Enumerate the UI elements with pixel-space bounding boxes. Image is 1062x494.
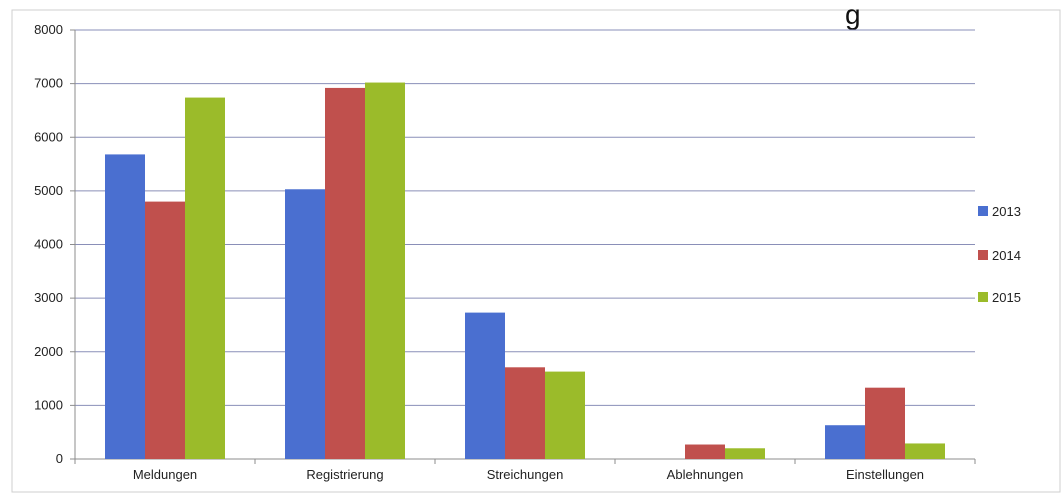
x-tick-label: Ablehnungen bbox=[667, 467, 744, 482]
y-axis-tick-labels: 0 1000 2000 3000 4000 5000 6000 7000 8000 bbox=[34, 22, 63, 466]
y-tick-label: 7000 bbox=[34, 76, 63, 91]
bar-2015-einstellungen bbox=[905, 443, 945, 459]
chart-title-fragment: g bbox=[845, 0, 861, 30]
legend-swatch-2015 bbox=[978, 292, 988, 302]
legend-label: 2015 bbox=[992, 290, 1021, 305]
y-tick-label: 3000 bbox=[34, 290, 63, 305]
bar-2014-registrierung bbox=[325, 87, 365, 459]
bar-2013-registrierung bbox=[285, 189, 325, 460]
bar-2014-einstellungen bbox=[865, 387, 905, 459]
bar-2013-meldungen bbox=[105, 154, 145, 459]
y-tick-label: 2000 bbox=[34, 344, 63, 359]
y-tick-label: 6000 bbox=[34, 129, 63, 144]
bar-2013-streichungen bbox=[465, 312, 505, 459]
y-tick-label: 8000 bbox=[34, 22, 63, 37]
bar-2014-streichungen bbox=[505, 367, 545, 459]
x-tick-label: Registrierung bbox=[306, 467, 383, 482]
legend-swatch-2013 bbox=[978, 206, 988, 216]
legend: 2013 2014 2015 bbox=[978, 204, 1021, 305]
x-axis-tick-labels: Meldungen Registrierung Streichungen Ablehn… bbox=[133, 467, 924, 482]
legend-label: 2014 bbox=[992, 248, 1021, 263]
legend-swatch-2014 bbox=[978, 250, 988, 260]
bar-2014-meldungen bbox=[145, 201, 185, 459]
bar-2015-ablehnungen bbox=[725, 448, 765, 459]
x-tick-label: Einstellungen bbox=[846, 467, 924, 482]
y-tick-label: 5000 bbox=[34, 183, 63, 198]
x-tick-label: Streichungen bbox=[487, 467, 564, 482]
y-tick-label: 4000 bbox=[34, 237, 63, 252]
bar-2013-einstellungen bbox=[825, 425, 865, 459]
y-tick-label: 1000 bbox=[34, 397, 63, 412]
bar-2015-streichungen bbox=[545, 371, 585, 459]
bar-2015-registrierung bbox=[365, 82, 405, 460]
bar-2015-meldungen bbox=[185, 97, 225, 459]
bar-2014-ablehnungen bbox=[685, 444, 725, 459]
x-tick-label: Meldungen bbox=[133, 467, 197, 482]
y-tick-label: 0 bbox=[56, 451, 63, 466]
bars bbox=[105, 82, 945, 460]
legend-label: 2013 bbox=[992, 204, 1021, 219]
